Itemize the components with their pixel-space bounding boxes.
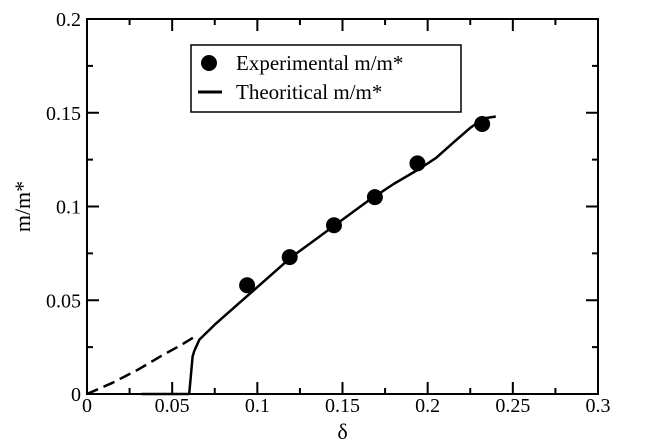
legend-marker-experimental [201, 55, 217, 71]
x-tick-label: 0.05 [155, 395, 190, 417]
plot-marks [86, 115, 496, 396]
experimental-point [474, 116, 491, 132]
y-axis-label: m/m* [10, 181, 35, 232]
x-tick-label: 0.15 [325, 395, 360, 417]
legend: Experimental m/m* Theoritical m/m* [190, 44, 462, 113]
legend-box [190, 44, 462, 113]
theoretical-curve [187, 115, 496, 395]
y-tick-label: 0.05 [46, 290, 81, 312]
experimental-point [239, 277, 256, 294]
y-tick-label: 0.2 [56, 9, 81, 31]
x-axis-label: δ [337, 419, 347, 444]
legend-label: Experimental m/m* [236, 51, 403, 75]
x-tick-label: 0 [82, 395, 92, 417]
legend-label: Theoritical m/m* [236, 80, 382, 104]
x-tick-label: 0.2 [415, 395, 440, 417]
y-tick-label: 0.15 [46, 103, 81, 125]
axes: 0 0.05 0.1 0.15 0.2 0.25 0.3 0 0.05 0.1 0.15 0.2 [46, 9, 611, 417]
dashed-curve [86, 334, 197, 396]
x-tick-label: 0.25 [495, 395, 530, 417]
x-tick-label: 0.3 [586, 395, 611, 417]
x-tick-label: 0.1 [245, 395, 270, 417]
y-tick-label: 0 [71, 384, 81, 406]
y-tick-label: 0.1 [56, 197, 81, 219]
